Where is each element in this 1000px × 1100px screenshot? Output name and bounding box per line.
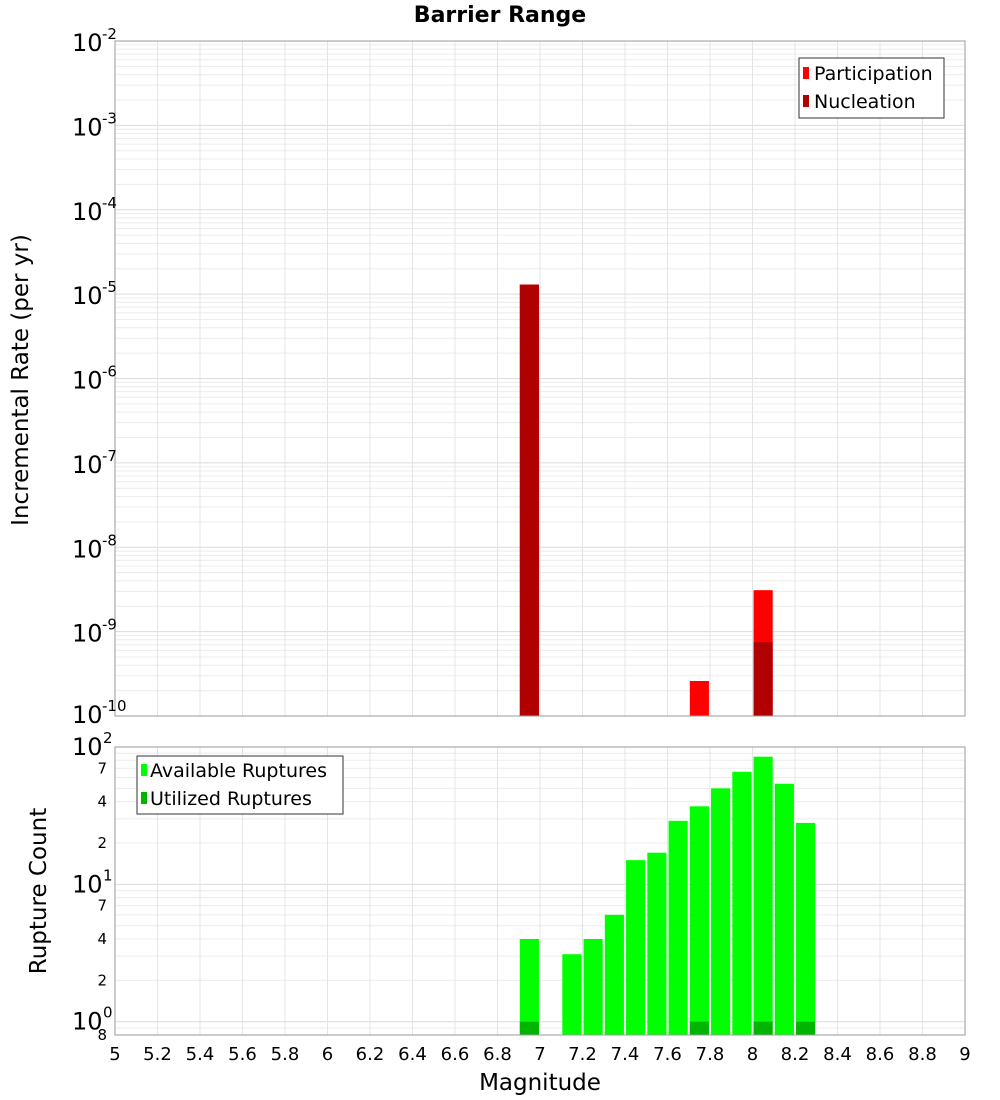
chart-title: Barrier Range — [414, 3, 586, 28]
count-bar-utilized — [519, 1021, 539, 1035]
y-tick-exponent: -4 — [102, 194, 117, 212]
y-tick-exponent: 2 — [103, 729, 113, 747]
count-bar-available — [689, 806, 709, 1035]
count-bar-available — [562, 954, 582, 1035]
bottom-plot-border — [114, 746, 966, 1036]
y-tick-label: 10 — [72, 367, 103, 395]
x-tick-label: 6.2 — [356, 1044, 385, 1065]
y-minor-tick-label: 4 — [97, 930, 107, 948]
x-tick-label: 7.6 — [653, 1044, 682, 1065]
legend-entry: Nucleation — [814, 91, 916, 113]
x-tick-label: 5.4 — [186, 1044, 215, 1065]
y-tick-exponent: -5 — [102, 278, 117, 296]
x-tick-label: 8.4 — [823, 1044, 852, 1065]
y-tick-exponent: -6 — [102, 363, 117, 381]
legend-swatch-utilized — [141, 792, 147, 804]
count-bar-available — [604, 914, 624, 1035]
top-y-axis-label: Incremental Rate (per yr) — [8, 234, 34, 526]
y-tick-exponent: -8 — [102, 531, 117, 549]
x-tick-label: 6.4 — [398, 1044, 427, 1065]
y-tick-label: 10 — [72, 535, 103, 563]
y-tick-label: 10 — [72, 620, 103, 648]
top-panel: 10-210-310-410-510-610-710-810-910 -10Par… — [72, 25, 966, 729]
count-bar-available — [711, 788, 731, 1035]
rate-bar-participation — [689, 680, 709, 716]
x-tick-label: 7.2 — [568, 1044, 597, 1065]
legend-swatch-participation — [803, 67, 809, 79]
y-minor-tick-label: 2 — [97, 971, 107, 989]
y-minor-tick-label: 8 — [97, 1026, 107, 1044]
x-tick-label: 5.2 — [143, 1044, 172, 1065]
x-tick-label: 8 — [747, 1044, 758, 1065]
count-bar-available — [774, 783, 794, 1035]
count-bar-available — [668, 820, 688, 1035]
y-tick-label: 10 — [72, 29, 103, 57]
x-tick-label: 8.6 — [866, 1044, 895, 1065]
top-legend: Participation Nucleation — [798, 57, 945, 119]
y-tick-exponent: -2 — [102, 25, 117, 43]
count-bar-available — [626, 860, 646, 1035]
legend-frame — [136, 755, 344, 815]
x-tick-label: 6.6 — [441, 1044, 470, 1065]
legend-entry: Participation — [814, 63, 933, 85]
x-tick-label: 5 — [109, 1044, 120, 1065]
count-bar-available — [519, 939, 539, 1035]
y-tick-label: 10 — [72, 1008, 103, 1036]
top-plot-border — [114, 40, 966, 717]
count-bar-available — [796, 822, 816, 1035]
rate-bar-nucleation — [753, 642, 773, 716]
y-tick-label: 10 — [72, 282, 103, 310]
count-bar-utilized — [753, 1021, 773, 1035]
y-tick-label: 10 — [72, 198, 103, 226]
y-tick-exponent: 0 — [103, 1004, 113, 1022]
y-tick-exponent: -10 — [102, 697, 127, 715]
count-bar-available — [753, 756, 773, 1035]
x-tick-label: 6.8 — [483, 1044, 512, 1065]
rate-bar-nucleation — [519, 284, 539, 716]
legend-swatch-nucleation — [803, 95, 809, 107]
legend-frame — [798, 57, 945, 119]
y-minor-tick-label: 4 — [97, 793, 107, 811]
x-tick-label: 7.8 — [696, 1044, 725, 1065]
count-bar-available — [732, 771, 752, 1035]
y-tick-exponent: 1 — [103, 866, 113, 884]
legend-swatch-available — [141, 764, 147, 776]
x-tick-label: 5.8 — [271, 1044, 300, 1065]
y-minor-tick-label: 7 — [97, 759, 107, 777]
x-tick-label: 6 — [322, 1044, 333, 1065]
x-axis-label: Magnitude — [479, 1070, 601, 1096]
x-tick-label: 9 — [959, 1044, 970, 1065]
x-tick-label: 5.6 — [228, 1044, 257, 1065]
count-bar-utilized — [689, 1021, 709, 1035]
y-tick-label: 10 — [72, 701, 103, 729]
y-tick-exponent: -3 — [102, 109, 117, 127]
x-tick-label: 7.4 — [611, 1044, 640, 1065]
bottom-legend: Available Ruptures Utilized Ruptures — [136, 755, 344, 815]
y-tick-exponent: -9 — [102, 616, 117, 634]
legend-entry: Available Ruptures — [150, 760, 327, 782]
y-minor-tick-label: 7 — [97, 897, 107, 915]
count-bar-available — [647, 852, 667, 1035]
y-minor-tick-label: 2 — [97, 834, 107, 852]
bottom-y-axis-label: Rupture Count — [26, 808, 52, 974]
x-tick-label: 7 — [534, 1044, 545, 1065]
y-tick-label: 10 — [72, 733, 103, 761]
x-tick-label: 8.2 — [781, 1044, 810, 1065]
y-tick-exponent: -7 — [102, 447, 117, 465]
y-tick-label: 10 — [72, 870, 103, 898]
count-bar-available — [583, 939, 603, 1035]
y-tick-label: 10 — [72, 451, 103, 479]
y-tick-label: 10 — [72, 113, 103, 141]
legend-entry: Utilized Ruptures — [150, 788, 312, 810]
count-bar-utilized — [796, 1021, 816, 1035]
x-tick-label: 8.8 — [908, 1044, 937, 1065]
